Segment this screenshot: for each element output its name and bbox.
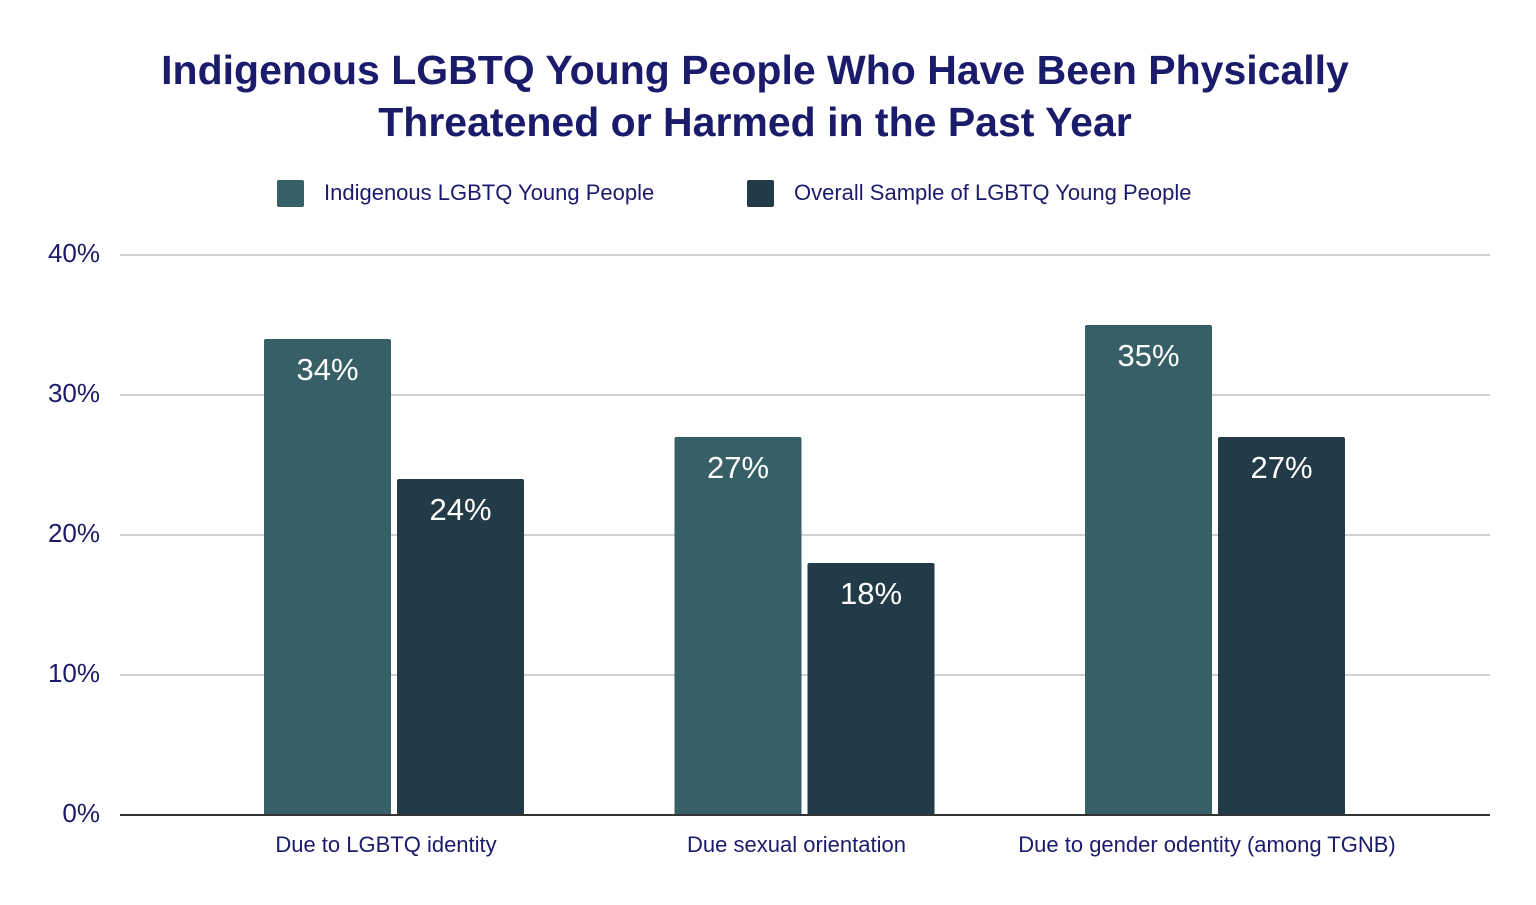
- legend-label: Overall Sample of LGBTQ Young People: [794, 180, 1191, 205]
- value-label: 27%: [1250, 450, 1312, 485]
- legend-swatch: [277, 180, 304, 207]
- bar: [674, 437, 802, 815]
- bar: [1218, 437, 1345, 815]
- x-tick-label: Due sexual orientation: [687, 832, 906, 857]
- y-tick-label: 10%: [48, 658, 100, 688]
- chart-title: Indigenous LGBTQ Young People Who Have B…: [161, 47, 1349, 145]
- legend-label: Indigenous LGBTQ Young People: [324, 180, 654, 205]
- value-label: 35%: [1117, 338, 1179, 373]
- value-label: 27%: [707, 450, 769, 485]
- y-tick-label: 20%: [48, 518, 100, 548]
- value-label: 18%: [840, 576, 902, 611]
- y-tick-label: 30%: [48, 378, 100, 408]
- legend-swatch: [747, 180, 774, 207]
- y-tick-label: 0%: [62, 798, 100, 828]
- bar: [1085, 325, 1212, 815]
- bar: [807, 563, 935, 815]
- x-tick-label: Due to gender odentity (among TGNB): [1018, 832, 1395, 857]
- x-tick-label: Due to LGBTQ identity: [275, 832, 496, 857]
- value-label: 24%: [429, 492, 491, 527]
- bar: [397, 479, 524, 815]
- bar: [264, 339, 391, 815]
- value-label: 34%: [296, 352, 358, 387]
- y-tick-label: 40%: [48, 238, 100, 268]
